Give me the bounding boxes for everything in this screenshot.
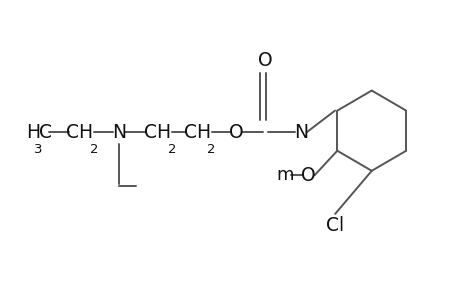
Text: CH: CH <box>144 123 171 142</box>
Text: N: N <box>293 123 307 142</box>
Text: m: m <box>275 166 293 184</box>
Text: C: C <box>39 123 52 142</box>
Text: CH: CH <box>184 123 211 142</box>
Text: Cl: Cl <box>325 216 343 235</box>
Text: N: N <box>112 123 126 142</box>
Text: O: O <box>228 123 243 142</box>
Text: 2: 2 <box>90 143 98 156</box>
Text: O: O <box>301 166 315 185</box>
Text: O: O <box>258 51 272 70</box>
Text: 2: 2 <box>207 143 215 156</box>
Text: 2: 2 <box>168 143 176 156</box>
Text: H: H <box>26 123 40 142</box>
Text: 3: 3 <box>34 143 43 156</box>
Text: CH: CH <box>66 123 93 142</box>
